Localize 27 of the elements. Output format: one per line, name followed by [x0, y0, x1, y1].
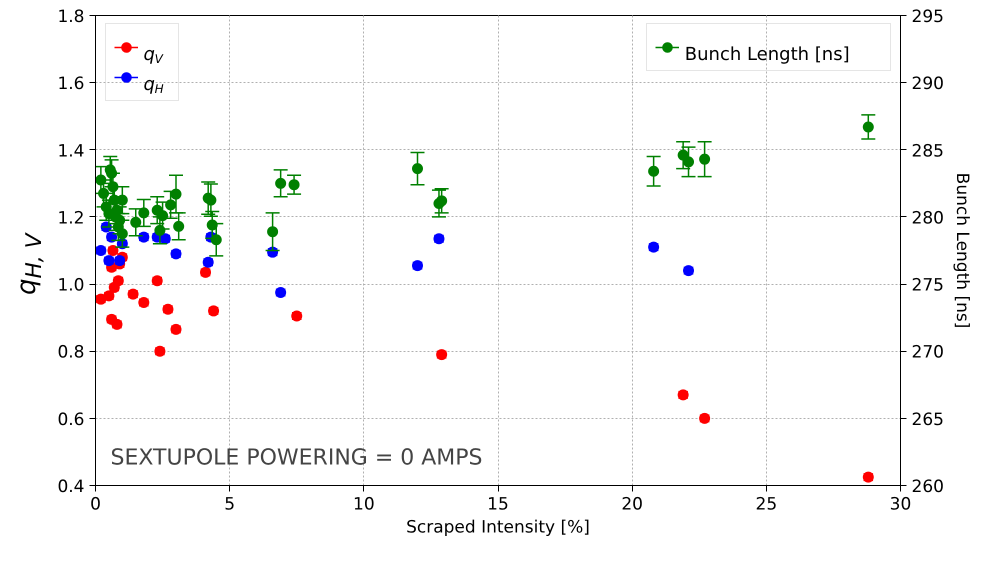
y2-axis-title: Bunch Length [ns]: [952, 172, 972, 328]
x-tick-label: 20: [621, 494, 643, 514]
y2-tick-label: 260: [912, 477, 944, 497]
x-tick-label: 15: [487, 494, 509, 514]
y2-tick-label: 290: [912, 74, 944, 94]
x-tick-label: 5: [224, 494, 236, 514]
y-tick-label: 1.6: [57, 74, 85, 94]
y-tick-label: 1.4: [57, 141, 85, 162]
y-tick-label: 0.8: [57, 342, 85, 363]
y2-tick-label: 265: [912, 410, 944, 430]
annotation: SEXTUPOLE POWERING = 0 AMPS: [110, 446, 483, 470]
y2-tick-label: 280: [912, 208, 944, 228]
x-tick-label: 0: [90, 494, 101, 514]
y2-tick-label: 295: [912, 7, 944, 27]
y2-tick-label: 275: [912, 276, 944, 296]
y2-tick-label: 270: [912, 342, 944, 363]
legend-label: Bunch Length [ns]: [684, 44, 850, 65]
y-tick-label: 0.6: [57, 410, 85, 430]
y2-tick-label: 285: [912, 141, 944, 162]
y-tick-label: 1.8: [57, 7, 85, 27]
x-tick-label: 30: [890, 494, 912, 514]
x-axis-title: Scraped Intensity [%]: [406, 518, 590, 538]
y-tick-label: 0.4: [57, 477, 85, 497]
x-tick-label: 25: [756, 494, 778, 514]
y-tick-label: 1.0: [57, 276, 85, 296]
y-tick-label: 1.2: [57, 208, 85, 228]
x-tick-label: 10: [353, 494, 375, 514]
